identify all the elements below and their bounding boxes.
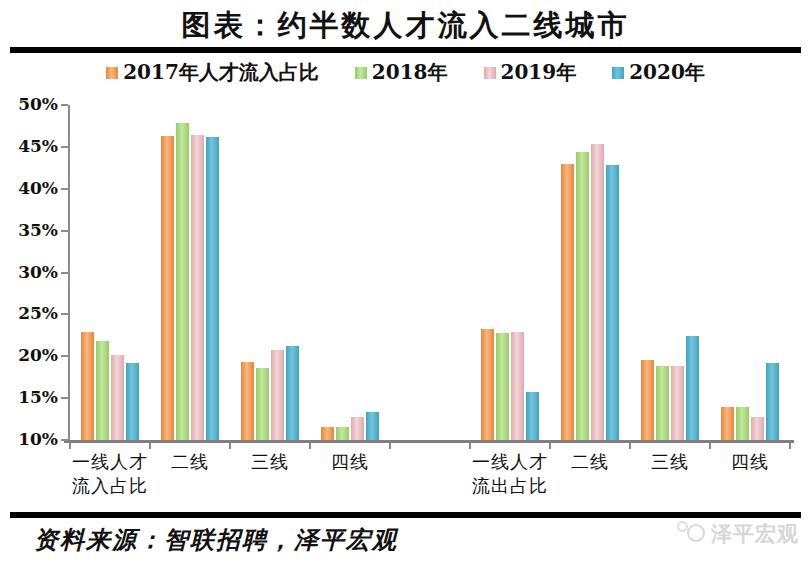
x-axis-tick <box>469 443 471 449</box>
bar-2017 <box>641 360 654 440</box>
bar-2020 <box>126 363 139 440</box>
x-axis-tick <box>789 443 791 449</box>
bar-group <box>70 105 150 440</box>
logo-icon <box>677 521 705 547</box>
bottom-divider <box>10 512 801 518</box>
bar-2018 <box>496 333 509 440</box>
legend-item-2020: 2020年 <box>612 59 705 86</box>
bar-2020 <box>206 137 219 440</box>
bar-2018 <box>176 123 189 440</box>
x-axis-tick <box>709 443 711 449</box>
plot-area: 50%45%40%35%30%25%20%15%10%一线人才 流入占比二线三线… <box>70 105 790 440</box>
top-divider <box>10 47 801 53</box>
bar-2018 <box>576 152 589 440</box>
bar-chart: 50%45%40%35%30%25%20%15%10%一线人才 流入占比二线三线… <box>0 105 811 505</box>
chart-legend: 2017年人才流入占比 2018年 2019年 2020年 <box>0 59 811 86</box>
bar-2017 <box>321 427 334 440</box>
bar-2019 <box>111 355 124 440</box>
bar-2019 <box>511 332 524 440</box>
logo-text: 泽平宏观 <box>711 520 799 548</box>
y-axis-label: 30% <box>0 262 58 282</box>
y-axis-tick <box>61 104 68 106</box>
legend-item-2018: 2018年 <box>355 59 448 86</box>
legend-item-2017: 2017年人才流入占比 <box>106 59 319 86</box>
legend-item-2019: 2019年 <box>484 59 577 86</box>
bar-2019 <box>591 144 604 441</box>
y-axis-label: 20% <box>0 345 58 365</box>
x-axis-category-label: 四线 <box>300 450 400 474</box>
x-axis-tick <box>549 443 551 449</box>
bar-2019 <box>191 135 204 440</box>
bar-group <box>470 105 550 440</box>
y-axis-label: 50% <box>0 94 58 114</box>
bar-2020 <box>366 412 379 441</box>
bar-2018 <box>96 341 109 440</box>
legend-marker-2019 <box>484 67 496 79</box>
legend-label: 2018年 <box>372 59 448 86</box>
bar-group <box>710 105 790 440</box>
bar-2017 <box>721 407 734 441</box>
y-axis-tick <box>61 188 68 190</box>
x-axis-tick <box>149 443 151 449</box>
bar-2018 <box>336 427 349 440</box>
legend-marker-2017 <box>106 67 118 79</box>
bar-group <box>310 105 390 440</box>
bar-2017 <box>81 332 94 440</box>
y-axis-label: 15% <box>0 387 58 407</box>
bar-2018 <box>656 366 669 441</box>
x-axis-tick <box>69 443 71 449</box>
bar-2020 <box>286 346 299 440</box>
y-axis-tick <box>61 439 68 441</box>
legend-label: 2019年 <box>501 59 577 86</box>
y-axis-tick <box>61 355 68 357</box>
zeping-macro-logo: 泽平宏观 <box>677 520 799 548</box>
y-axis-tick <box>61 230 68 232</box>
y-axis-tick <box>61 397 68 399</box>
bar-group <box>630 105 710 440</box>
bar-2018 <box>736 407 749 440</box>
bar-2019 <box>351 417 364 440</box>
bar-2019 <box>751 417 764 441</box>
y-axis-tick <box>61 272 68 274</box>
bar-group <box>150 105 230 440</box>
bar-2019 <box>671 366 684 441</box>
bar-2018 <box>256 368 269 440</box>
x-axis-line <box>64 440 794 443</box>
y-axis-tick <box>61 313 68 315</box>
legend-label: 2017年人才流入占比 <box>123 59 319 86</box>
chart-title: 图表：约半数人才流入二线城市 <box>0 6 811 46</box>
bar-group <box>230 105 310 440</box>
bar-2020 <box>766 363 779 440</box>
x-axis-tick <box>229 443 231 449</box>
source-note: 资料来源：智联招聘，泽平宏观 <box>34 524 398 556</box>
bar-group <box>550 105 630 440</box>
bar-2017 <box>481 329 494 440</box>
legend-marker-2018 <box>355 67 367 79</box>
bar-2017 <box>561 164 574 440</box>
x-axis-tick <box>309 443 311 449</box>
y-axis-label: 25% <box>0 303 58 323</box>
bar-2020 <box>686 336 699 440</box>
bar-2020 <box>526 392 539 440</box>
x-axis-tick <box>629 443 631 449</box>
bar-2017 <box>161 136 174 440</box>
report-figure-page: 图表：约半数人才流入二线城市 2017年人才流入占比 2018年 2019年 2020… <box>0 0 811 569</box>
legend-label: 2020年 <box>629 59 705 86</box>
legend-marker-2020 <box>612 67 624 79</box>
bar-2017 <box>241 362 254 440</box>
y-axis-label: 10% <box>0 429 58 449</box>
x-axis-category-label: 四线 <box>700 450 800 474</box>
y-axis-label: 35% <box>0 220 58 240</box>
x-axis-tick <box>389 443 391 449</box>
y-axis-label: 40% <box>0 178 58 198</box>
y-axis-tick <box>61 146 68 148</box>
bar-2019 <box>271 350 284 440</box>
bar-2020 <box>606 165 619 440</box>
y-axis-label: 45% <box>0 136 58 156</box>
